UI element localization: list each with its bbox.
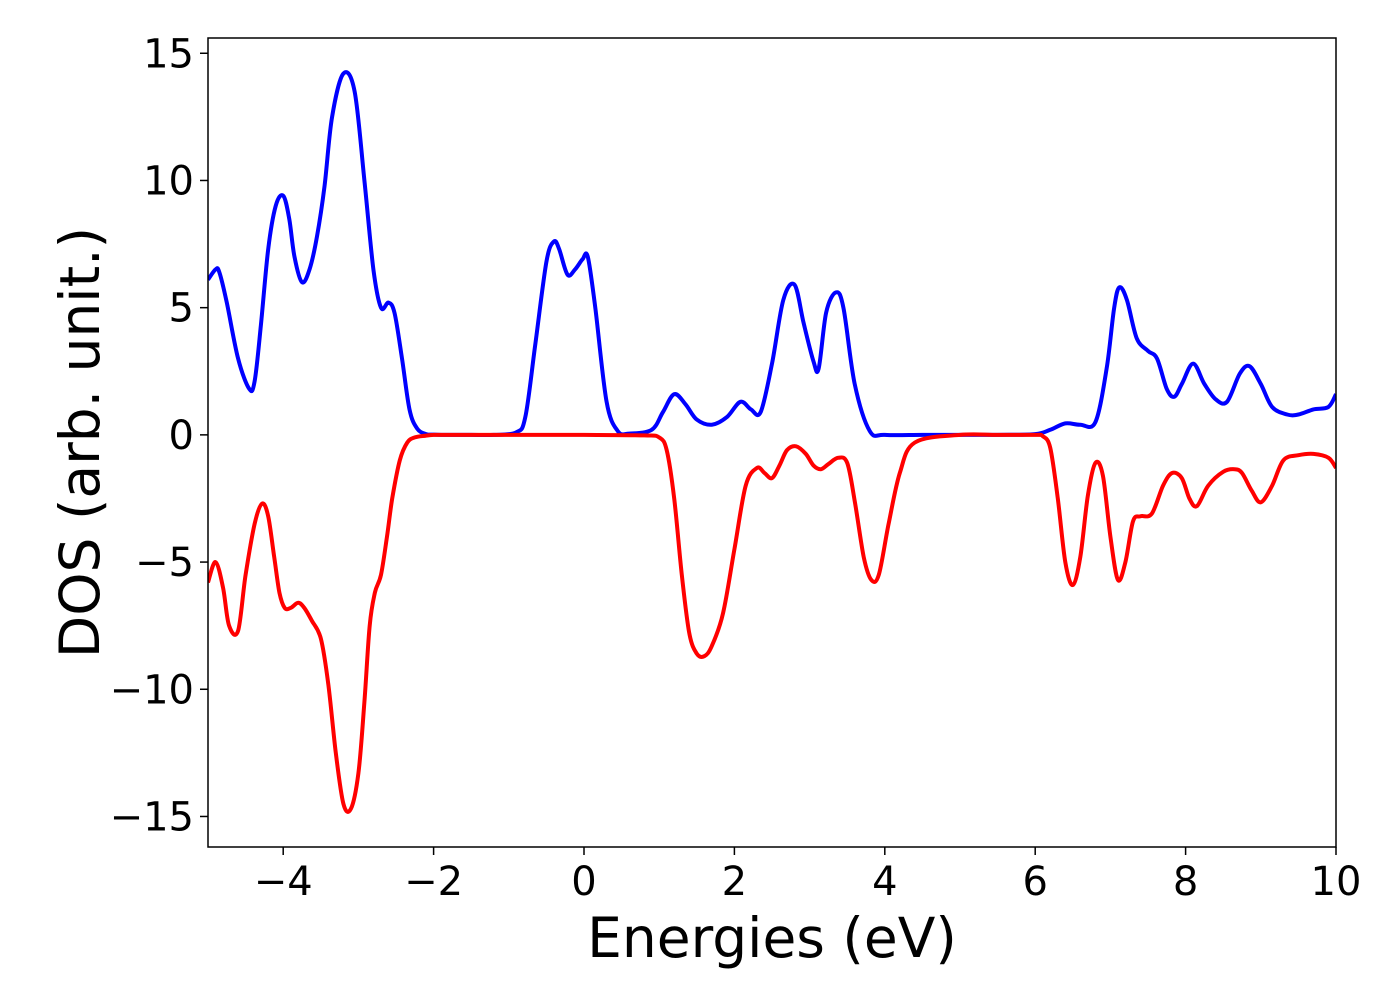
y-tick-label: 0 <box>169 413 194 459</box>
x-tick-label: 2 <box>722 859 747 905</box>
x-tick-label: 0 <box>571 859 596 905</box>
x-tick-label: 8 <box>1173 859 1198 905</box>
x-axis: −4 −2 0 2 4 6 8 10 <box>254 847 1362 905</box>
plot-lines <box>208 70 1336 814</box>
x-axis-title: Energies (eV) <box>587 906 957 970</box>
y-tick-label: 5 <box>169 286 194 332</box>
x-tick-label: −2 <box>404 859 463 905</box>
series-line-1 <box>208 70 1336 438</box>
x-tick-label: 4 <box>872 859 897 905</box>
y-axis: 15 10 5 0 −5 −10 −15 <box>110 31 208 840</box>
x-tick-label: 6 <box>1022 859 1047 905</box>
series-line-2 <box>208 432 1336 814</box>
x-tick-label: −4 <box>254 859 313 905</box>
x-tick-label: 10 <box>1311 859 1362 905</box>
y-tick-label: −15 <box>110 794 194 840</box>
plot-frame <box>207 37 1337 848</box>
y-tick-label: −10 <box>110 667 194 713</box>
y-tick-label: −5 <box>135 540 194 586</box>
y-tick-label: 15 <box>143 31 194 77</box>
y-tick-label: 10 <box>143 158 194 204</box>
y-axis-title: DOS (arb. unit.) <box>48 227 112 658</box>
